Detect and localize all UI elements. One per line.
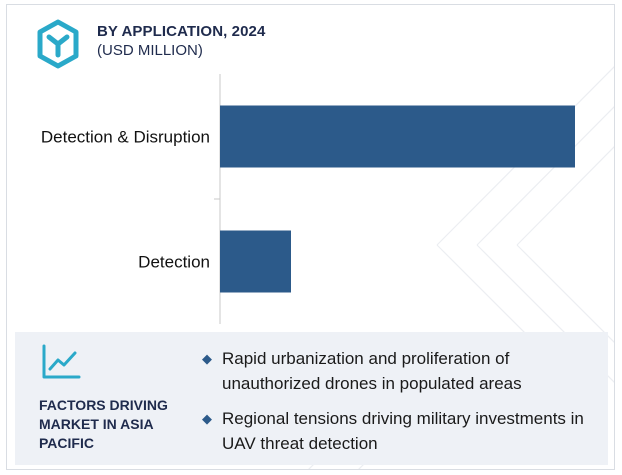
chart-card: BY APPLICATION, 2024 (USD MILLION) Detec…: [6, 4, 615, 470]
bar: [220, 105, 575, 168]
factor-item: ◆ Regional tensions driving military inv…: [198, 406, 598, 456]
bar: [220, 230, 291, 293]
diamond-bullet-icon: ◆: [202, 411, 212, 426]
chart-title: BY APPLICATION, 2024: [97, 23, 266, 40]
chart-subtitle: (USD MILLION): [97, 42, 203, 59]
diamond-bullet-icon: ◆: [202, 351, 212, 366]
factors-panel: FACTORS DRIVING MARKET IN ASIA PACIFIC ◆…: [15, 332, 608, 465]
bar-chart: Detection & Disruption Detection: [41, 74, 575, 324]
factors-list: ◆ Rapid urbanization and proliferation o…: [198, 346, 598, 466]
factors-title: FACTORS DRIVING MARKET IN ASIA PACIFIC: [39, 397, 168, 451]
factor-text: Regional tensions driving military inves…: [222, 409, 584, 453]
hexagon-y-logo-icon: [37, 19, 79, 69]
factor-item: ◆ Rapid urbanization and proliferation o…: [198, 346, 598, 396]
category-label: Detection & Disruption: [41, 128, 210, 147]
category-label: Detection: [138, 253, 210, 272]
factor-text: Rapid urbanization and proliferation of …: [222, 349, 522, 393]
line-chart-icon: [42, 344, 81, 379]
